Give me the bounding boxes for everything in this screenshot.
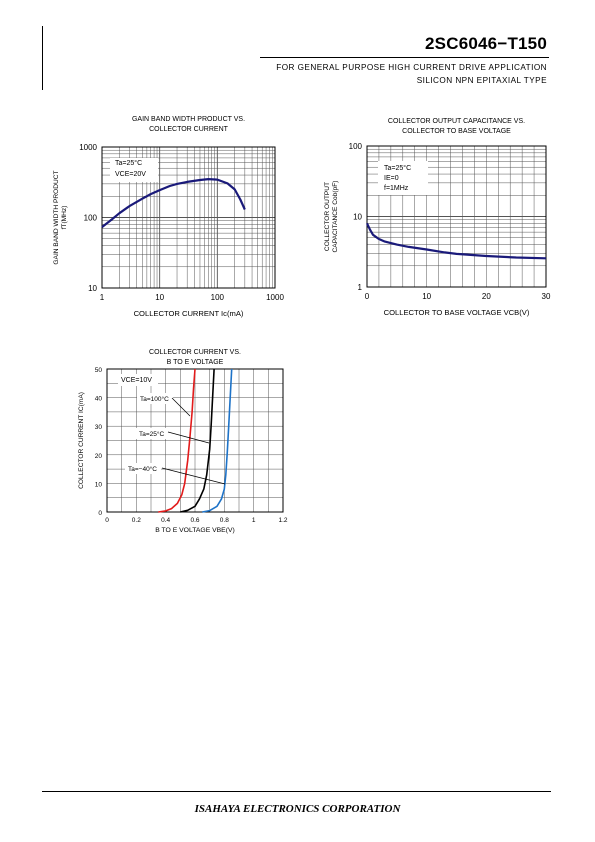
annotation-box (378, 161, 428, 195)
x-tick-label: 0 (365, 292, 370, 301)
company-name: ISAHAYA ELECTRONICS CORPORATION (194, 803, 401, 815)
x-tick-label: 10 (155, 293, 164, 302)
series-name-label: Ta=−40°C (128, 465, 157, 473)
y-tick-label: 10 (88, 284, 97, 293)
header-underline (260, 57, 549, 58)
y-tick-label: 100 (84, 214, 98, 223)
purpose-line: FOR GENERAL PURPOSE HIGH CURRENT DRIVE A… (276, 63, 547, 72)
x-tick-label: 20 (482, 292, 491, 301)
annotation-box (118, 374, 158, 386)
x-axis-label: COLLECTOR CURRENT Ic(mA) (134, 309, 244, 318)
x-tick-label: 1 (100, 293, 105, 302)
series-label-leader (171, 397, 191, 417)
x-tick-label: 0 (105, 517, 109, 524)
chart-title: GAIN BAND WIDTH PRODUCT VS. (132, 116, 245, 123)
y-axis-label: fT(MHz) (61, 206, 68, 230)
y-tick-label: 50 (95, 367, 103, 374)
x-tick-label: 100 (211, 293, 225, 302)
grid-lines (107, 369, 283, 512)
y-axis-label: CAPACITANCE Cob(pF) (332, 181, 339, 253)
y-axis-label: COLLECTOR OUTPUT (324, 182, 331, 251)
plot-frame (366, 145, 547, 288)
chart-title: COLLECTOR TO BASE VOLTAGE (402, 128, 511, 135)
series-name-label: Ta=25°C (139, 430, 164, 438)
x-tick-label: 10 (422, 292, 431, 301)
series-label-bg (136, 428, 172, 439)
chart-cob: 0 10 20 30 1 10 100 COLLECTOR OUTPUT CAPACITANC… (324, 118, 551, 317)
x-axis-label: COLLECTOR TO BASE VOLTAGE VCB(V) (384, 308, 530, 317)
y-tick-label: 40 (95, 396, 103, 403)
x-tick-label: 1 (252, 517, 256, 524)
x-tick-label: 0.4 (161, 517, 170, 524)
y-tick-label: 20 (95, 453, 103, 460)
y-tick-label: 0 (98, 510, 102, 517)
chart-vbe: 0 0.2 0.4 0.6 0.8 1 1.2 0 10 20 30 40 50 COLLECTOR CU… (78, 349, 288, 534)
series-line (366, 222, 547, 260)
x-tick-label: 0.8 (220, 517, 229, 524)
series-label-leader (167, 431, 210, 444)
y-tick-label: 30 (95, 424, 103, 431)
header-left-rule (42, 26, 43, 90)
series-label-leader (161, 467, 226, 485)
x-tick-label: 1.2 (278, 517, 287, 524)
chart-title: B TO E VOLTAGE (167, 359, 224, 366)
x-tick-label: 0.2 (132, 517, 141, 524)
series-name-label: Ta=100°C (140, 395, 169, 403)
annotation-label: IE=0 (384, 175, 399, 182)
series-line (101, 178, 246, 228)
footer-rule (42, 791, 551, 792)
y-axis-label: COLLECTOR CURRENT IC(mA) (78, 392, 85, 489)
series-line (202, 368, 233, 513)
annotation-label: VCE=20V (115, 171, 146, 178)
chart-title: COLLECTOR OUTPUT CAPACITANCE VS. (388, 118, 525, 125)
series-label-bg (137, 393, 173, 404)
series-line (180, 368, 215, 513)
plot-frame (101, 146, 276, 289)
part-number: 2SC6046−T150 (425, 34, 547, 53)
series-label-bg (125, 463, 161, 474)
annotation-label: VCE=10V (121, 377, 152, 384)
y-tick-label: 10 (353, 213, 362, 222)
annotation-label: f=1MHz (384, 185, 409, 192)
device-type-line: SILICON NPN EPITAXIAL TYPE (416, 76, 547, 85)
annotation-box (110, 158, 158, 182)
chart-title: COLLECTOR CURRENT VS. (149, 349, 241, 356)
y-tick-label: 10 (95, 481, 103, 488)
y-tick-label: 1000 (79, 143, 97, 152)
x-tick-label: 0.6 (190, 517, 199, 524)
annotation-label: Ta=25°C (384, 164, 411, 172)
y-axis-label: GAIN BAND WIDTH PRODUCT (53, 170, 60, 264)
y-tick-label: 100 (349, 142, 363, 151)
x-tick-label: 30 (542, 292, 551, 301)
y-tick-label: 1 (358, 283, 363, 292)
x-axis-label: B TO E VOLTAGE VBE(V) (155, 527, 235, 534)
chart-title: COLLECTOR CURRENT (149, 126, 229, 133)
x-tick-label: 1000 (266, 293, 284, 302)
annotation-label: Ta=25°C (115, 159, 142, 167)
